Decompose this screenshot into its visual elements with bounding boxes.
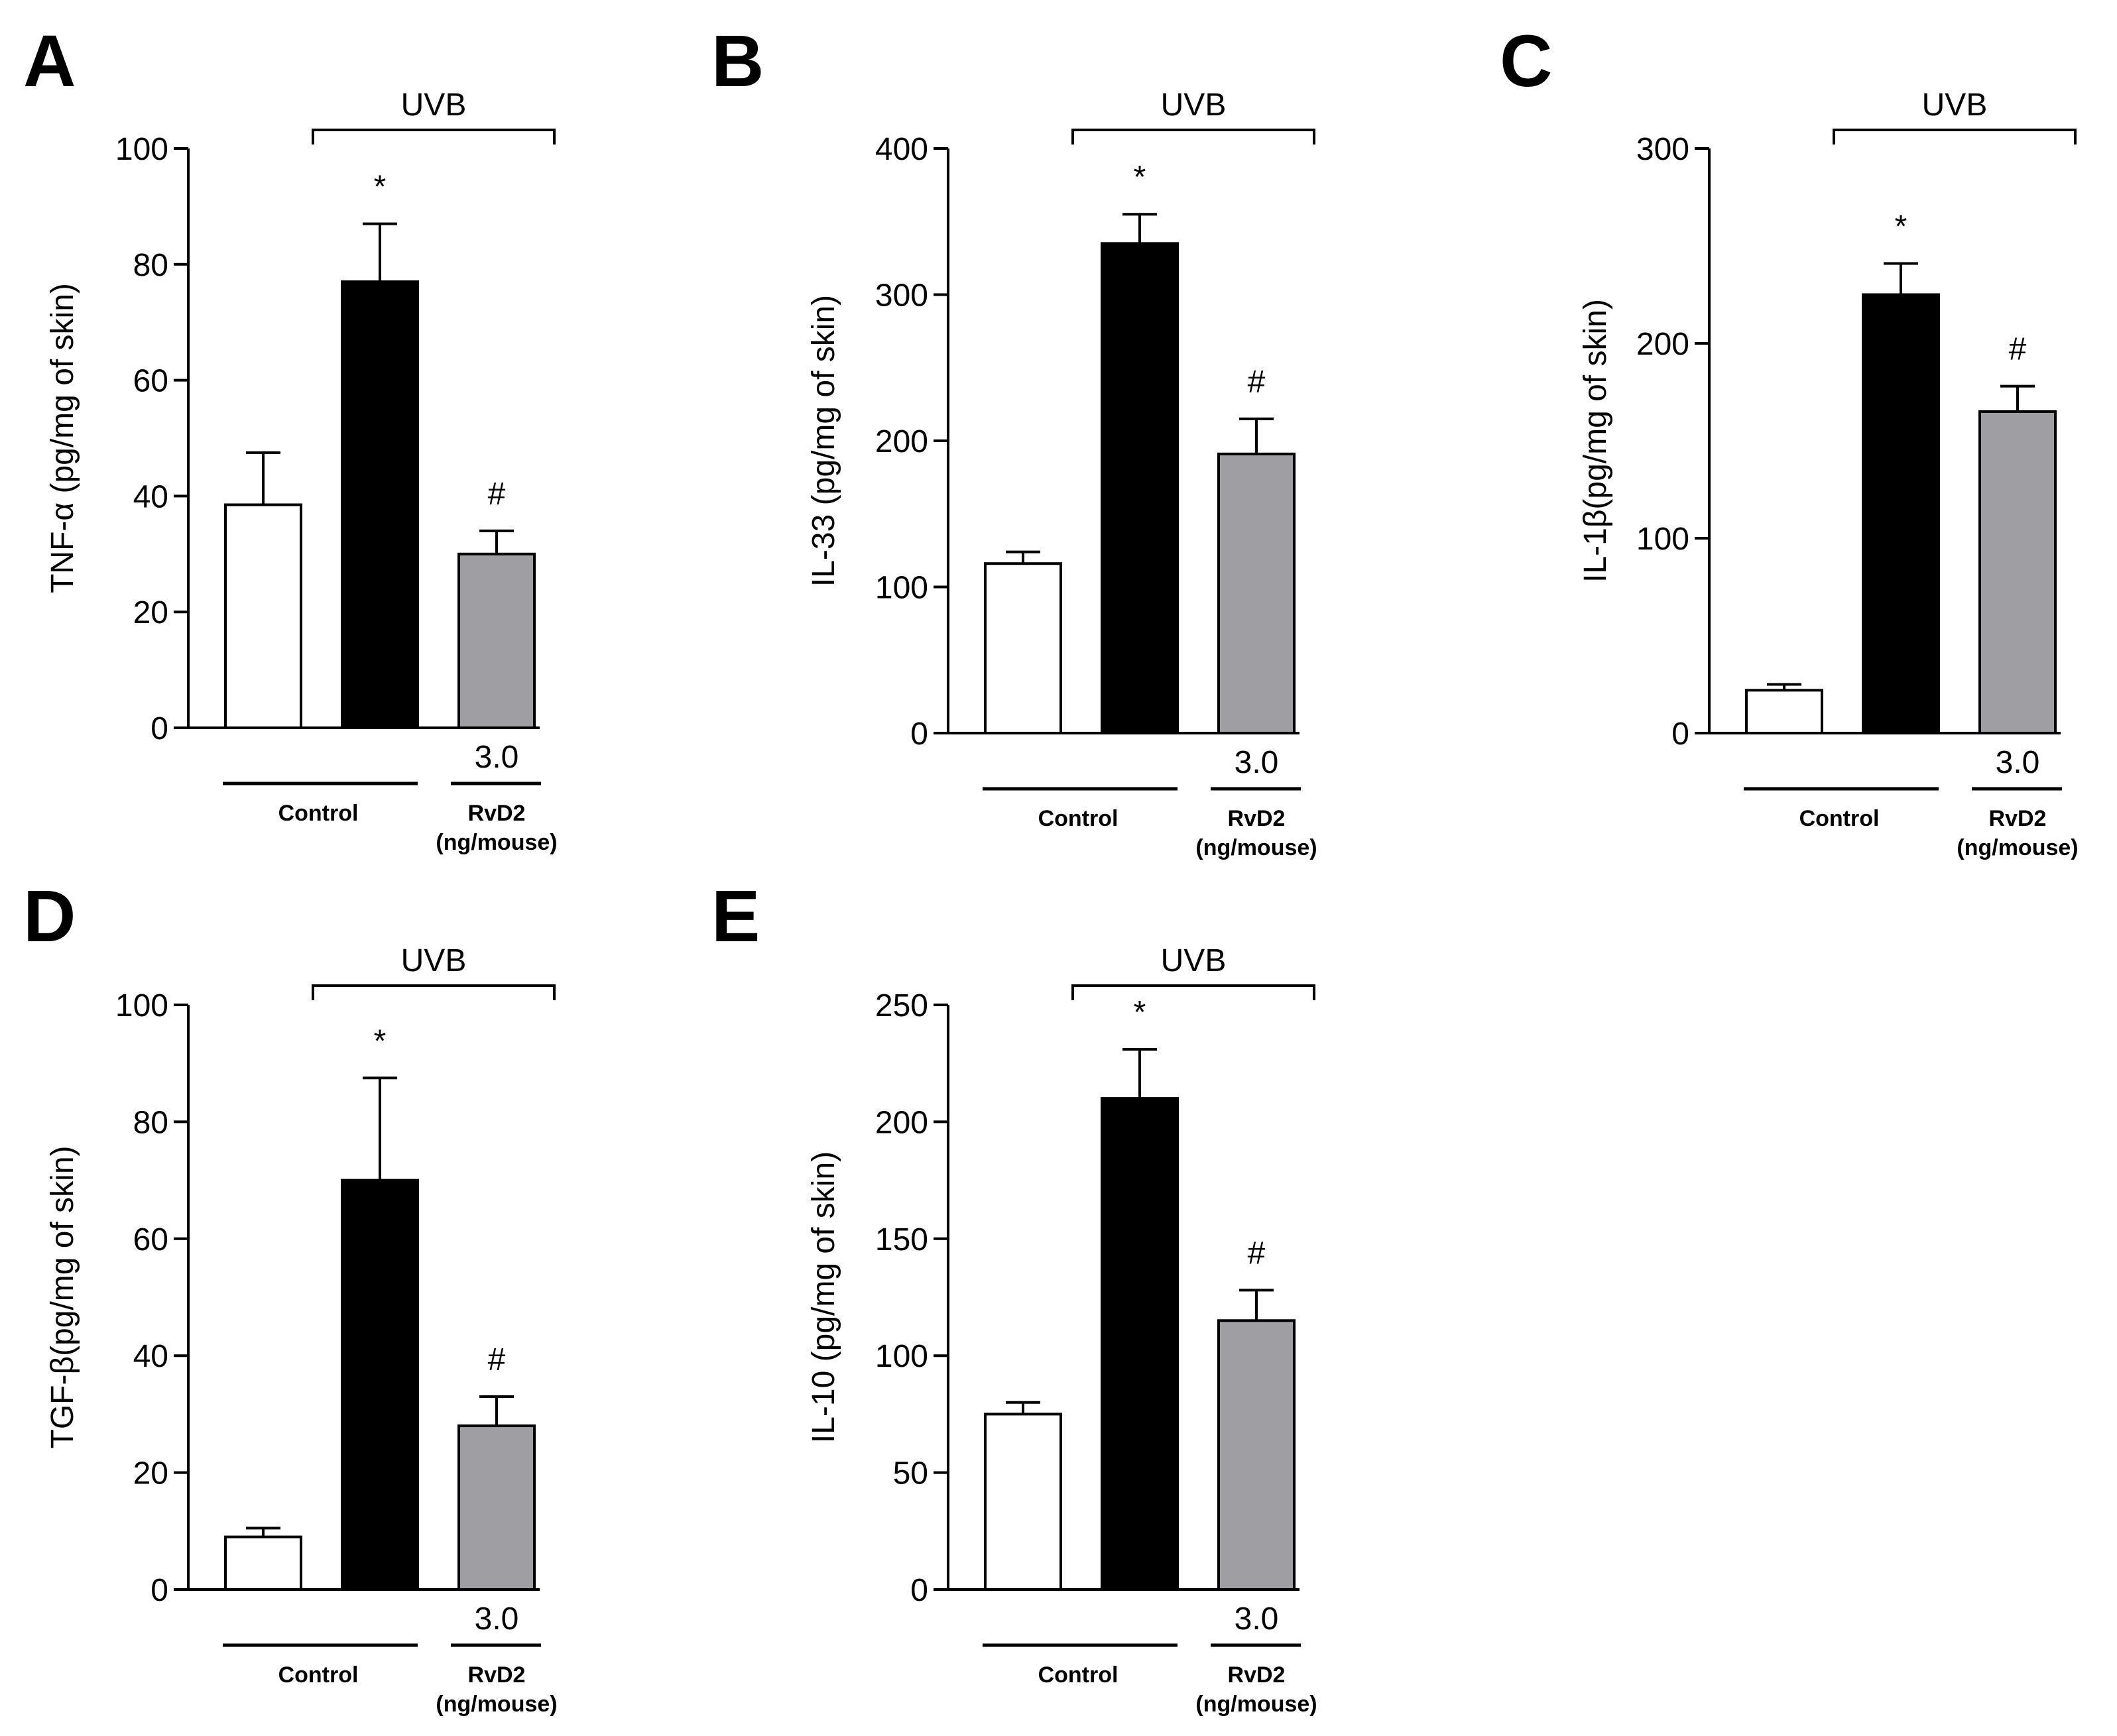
bar [224, 1535, 302, 1591]
y-tick-label: 0 [151, 1573, 168, 1608]
y-tick-label: 0 [1671, 717, 1689, 752]
dose-label: 3.0 [1996, 745, 2040, 780]
significance-mark: # [1248, 365, 1266, 400]
dose-unit-label: (ng/mouse) [1957, 835, 2078, 860]
uvb-label: UVB [1161, 943, 1227, 978]
bar [1101, 242, 1179, 734]
bar [457, 1424, 536, 1591]
y-tick-label: 60 [133, 364, 168, 399]
uvb-label: UVB [1922, 87, 1988, 123]
uvb-label: UVB [1161, 87, 1227, 123]
y-tick-label: 100 [875, 571, 928, 606]
y-tick-label: 200 [1636, 327, 1689, 362]
panel-letter: B [711, 21, 764, 102]
y-axis-title: IL-1β(pg/mg of skin) [1578, 299, 1613, 583]
bar [1862, 293, 1940, 734]
y-tick-label: 50 [893, 1456, 928, 1491]
y-tick-label: 0 [910, 1573, 928, 1608]
y-tick-label: 400 [875, 132, 928, 167]
rvd2-group-label: RvD2 [1989, 806, 2047, 831]
y-tick-label: 300 [875, 278, 928, 314]
bar [984, 1413, 1062, 1591]
y-tick-label: 100 [1636, 522, 1689, 557]
bar [984, 562, 1062, 734]
significance-mark: * [374, 170, 387, 205]
dose-unit-label: (ng/mouse) [436, 1692, 557, 1717]
y-tick-label: 250 [875, 988, 928, 1023]
bar [1217, 1319, 1296, 1591]
panel-letter: A [23, 21, 76, 102]
uvb-bracket [1071, 984, 1315, 1000]
significance-mark: # [488, 477, 506, 512]
dose-label: 3.0 [475, 740, 519, 775]
y-tick-label: 40 [133, 1339, 168, 1374]
uvb-label: UVB [401, 943, 467, 978]
control-group-label: Control [278, 1662, 359, 1688]
significance-mark: * [374, 1023, 387, 1059]
panel-d: D * #0 20 40 60 80 100 TGF-β(pg/mg of skin) UVB 3.… [23, 876, 558, 1717]
y-axis-title: TNF-α (pg/mg of skin) [45, 283, 80, 593]
panel-letter: D [23, 876, 76, 957]
bar [1745, 689, 1823, 734]
panel-c: C * #0 100 200 300 IL-1β(pg/mg of skin) UVB 3.0 C… [1500, 21, 2079, 860]
dose-unit-label: (ng/mouse) [1195, 1692, 1317, 1717]
y-tick-label: 100 [115, 988, 168, 1023]
y-tick-label: 60 [133, 1222, 168, 1257]
y-tick-label: 300 [1636, 132, 1689, 167]
rvd2-group-label: RvD2 [468, 801, 526, 826]
bar [341, 280, 419, 729]
y-tick-label: 150 [875, 1222, 928, 1257]
panel-b: B * #0 100 200 300 400 IL-33 (pg/mg of skin) UVB… [711, 21, 1317, 860]
bar [457, 552, 536, 729]
y-tick-label: 0 [910, 717, 928, 752]
panel-letter: E [711, 876, 760, 957]
y-tick-label: 0 [151, 711, 168, 746]
bar [341, 1179, 419, 1591]
dose-label: 3.0 [475, 1601, 519, 1637]
y-tick-label: 20 [133, 1456, 168, 1491]
significance-mark: # [1248, 1236, 1266, 1271]
y-axis-title: TGF-β(pg/mg of skin) [45, 1145, 80, 1448]
y-tick-label: 80 [133, 1105, 168, 1140]
control-group-label: Control [1799, 806, 1880, 831]
uvb-label: UVB [401, 87, 467, 123]
significance-mark: # [2009, 332, 2027, 367]
y-tick-label: 100 [115, 132, 168, 167]
bar [1978, 410, 2057, 735]
panel-a: A * #0 20 40 60 80 100 TNF-α (pg/mg of skin) UVB 3… [23, 21, 558, 855]
y-tick-label: 20 [133, 595, 168, 630]
y-axis-title: IL-10 (pg/mg of skin) [806, 1151, 841, 1443]
panel-letter: C [1500, 21, 1552, 102]
bar [1101, 1097, 1179, 1591]
uvb-bracket [1071, 129, 1315, 145]
rvd2-group-label: RvD2 [468, 1662, 526, 1688]
y-axis-title: IL-33 (pg/mg of skin) [806, 295, 841, 587]
uvb-bracket [312, 984, 556, 1000]
control-group-label: Control [278, 801, 359, 826]
dose-unit-label: (ng/mouse) [436, 830, 557, 855]
y-tick-label: 200 [875, 424, 928, 459]
rvd2-group-label: RvD2 [1228, 806, 1286, 831]
panel-e: E * #0 50 100 150 200 250 IL-10 (pg/mg of skin) U… [711, 876, 1317, 1717]
significance-mark: * [1134, 995, 1146, 1030]
significance-mark: # [488, 1342, 506, 1377]
dose-label: 3.0 [1235, 745, 1279, 780]
bar [224, 503, 302, 729]
rvd2-group-label: RvD2 [1228, 1662, 1286, 1688]
dose-label: 3.0 [1235, 1601, 1279, 1637]
uvb-bracket [1833, 129, 2077, 145]
control-group-label: Control [1038, 1662, 1119, 1688]
y-tick-label: 40 [133, 479, 168, 514]
dose-unit-label: (ng/mouse) [1195, 835, 1317, 860]
significance-mark: * [1895, 209, 1907, 244]
uvb-bracket [312, 129, 556, 145]
control-group-label: Control [1038, 806, 1119, 831]
bar [1217, 452, 1296, 734]
y-tick-label: 80 [133, 248, 168, 283]
y-tick-label: 200 [875, 1105, 928, 1140]
significance-mark: * [1134, 160, 1146, 195]
y-tick-label: 100 [875, 1339, 928, 1374]
